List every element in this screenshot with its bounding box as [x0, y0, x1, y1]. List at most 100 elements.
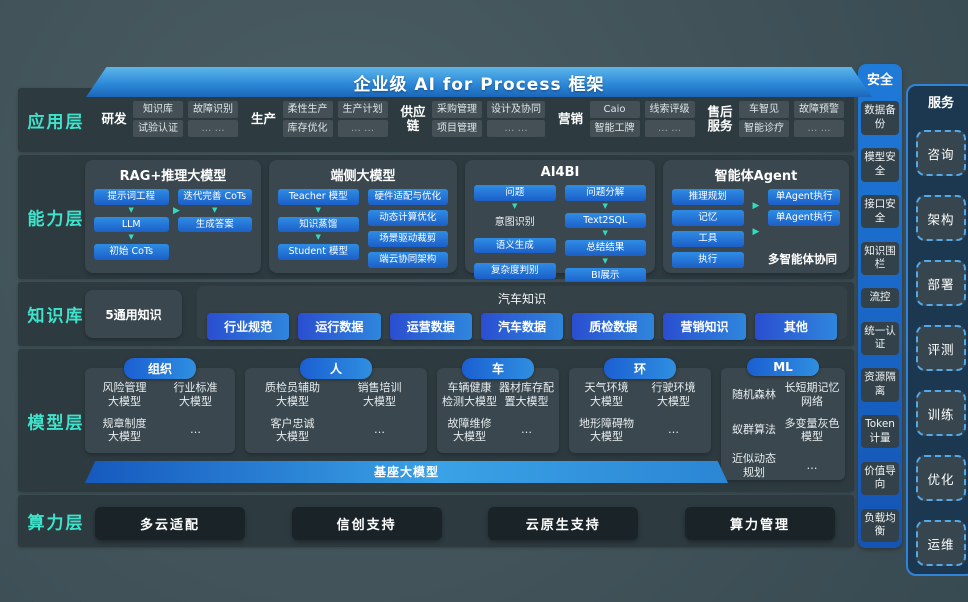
app-chip: 采购管理: [432, 101, 482, 118]
app-chip: Caio: [589, 101, 640, 118]
service-item: 训练: [916, 390, 966, 436]
title-banner: 企业级 AI for Process 框架: [86, 67, 872, 97]
card-title: 智能体Agent: [714, 169, 798, 184]
model-item: 器材库存配 置大模型: [499, 381, 554, 408]
list-node: 推理规划: [672, 189, 744, 205]
layer-label-capability: 能力层: [27, 209, 85, 230]
model-item-more: …: [806, 458, 818, 472]
app-group-after-sales: 售后服务 车智见 智能诊疗 故障预警 … …: [706, 101, 844, 137]
app-chip-more: … …: [188, 120, 238, 137]
app-chip: 库存优化: [282, 120, 333, 137]
app-chip-stack: 故障识别 … …: [188, 101, 238, 137]
flow-node: 总结结果: [564, 240, 646, 256]
card-title: 端侧大模型: [330, 169, 396, 184]
security-item: 统一认证: [861, 321, 899, 355]
flow-node: 迭代完善 CoTs: [177, 189, 252, 205]
knowledge-pill: 运行数据: [298, 313, 381, 340]
edge-left-flow: Teacher 模型 ▼ 知识蒸馏 ▼ Student 模型: [278, 189, 359, 260]
app-chip-stack: 故障预警 … …: [794, 101, 844, 137]
service-item: 运维: [916, 520, 966, 566]
app-group-label: 生产: [250, 110, 276, 126]
security-item: 接口安全: [861, 194, 899, 229]
app-chip-stack: 生产计划 … …: [337, 101, 388, 137]
capability-cards: RAG+推理大模型 提示词工程 ▼ LLM ▼ 初始 CoTs 迭代完善 CoT…: [85, 160, 849, 284]
model-item-more: …: [668, 423, 679, 437]
edge-right-list: 硬件适配与优化 动态计算优化 场景驱动裁剪 端云协同架构: [367, 189, 448, 268]
model-card-ml: ML 随机森林 长短期记忆 网络 蚁群算法 多变量灰色 模型 近似动态 规划 …: [721, 358, 845, 480]
knowledge-pill: 营销知识: [663, 313, 746, 340]
compute-box: 信创支持: [291, 507, 442, 540]
arrow-down-icon: ▼: [602, 257, 608, 265]
app-group-label: 研发: [101, 110, 127, 126]
layer-label-knowledge: 知识库: [27, 306, 85, 327]
knowledge-pill: 其他: [754, 313, 837, 340]
services-rail: 服务 咨询 架构 部署 评测 训练 优化 运维: [906, 84, 968, 576]
agent-left-list: 推理规划 记忆 工具 执行: [672, 189, 744, 268]
model-item: 销售培训 大模型: [357, 381, 402, 408]
model-layer-band: 模型层 组织 风险管理 大模型 行业标准 大模型 规章制度 大模型 … 人 质检…: [18, 349, 854, 492]
agent-exec-node: 单Agent执行: [768, 209, 841, 226]
general-knowledge-card: 5通用知识: [85, 290, 182, 338]
auto-knowledge-panel: 汽车知识 行业规范 运行数据 运营数据 汽车数据 质检数据 营销知识 其他: [197, 286, 847, 340]
app-chip: 线索评级: [644, 101, 695, 118]
model-item: 地形障碍物 大模型: [579, 416, 634, 444]
knowledge-pill: 质检数据: [572, 313, 655, 340]
flow-node: 生成答案: [177, 216, 252, 233]
model-item: 规章制度 大模型: [102, 416, 147, 444]
capability-layer-band: 能力层 RAG+推理大模型 提示词工程 ▼ LLM ▼ 初始 CoTs 迭代完善…: [18, 155, 854, 284]
service-item: 优化: [916, 455, 966, 501]
app-chip: 故障识别: [188, 101, 238, 118]
card-title: AI4BI: [540, 165, 580, 180]
app-chip: 生产计划: [337, 101, 388, 118]
model-item: 随机森林: [732, 387, 776, 401]
app-group-supply-chain: 供应链 采购管理 项目管理 设计及协同 … …: [399, 101, 545, 137]
model-group-cards: 组织 风险管理 大模型 行业标准 大模型 规章制度 大模型 … 人 质检员辅助 …: [85, 358, 845, 480]
app-group-label: 售后服务: [707, 103, 733, 133]
auto-knowledge-title: 汽车知识: [497, 292, 546, 306]
security-item: 价值导向: [861, 461, 899, 496]
model-group-header: 车: [462, 358, 534, 379]
model-item-more: …: [521, 423, 532, 437]
arrow-down-icon: ▼: [315, 233, 321, 242]
model-item: 行驶环境 大模型: [651, 381, 696, 408]
model-item: 风险管理 大模型: [102, 381, 147, 408]
app-chip: 设计及协同: [487, 101, 545, 118]
multi-agent-caption: 多智能体协同: [768, 252, 837, 266]
list-node: 执行: [672, 251, 744, 268]
flow-node: 初始 CoTs: [94, 244, 169, 260]
app-chip: 试验认证: [133, 120, 183, 137]
knowledge-pill: 汽车数据: [480, 313, 564, 340]
security-rail: 安全 数据备份 模型安全 接口安全 知识围栏 流控 统一认证 资源隔离 Toke…: [858, 64, 902, 548]
app-chip-more: … …: [794, 120, 844, 137]
list-node: 端云协同架构: [367, 251, 448, 268]
app-chip-more: … …: [644, 120, 695, 137]
model-item: 多变量灰色 模型: [784, 416, 840, 444]
flow-node: Student 模型: [278, 244, 359, 260]
service-item: 架构: [916, 195, 966, 241]
security-item: 模型安全: [861, 148, 899, 182]
agent-connectors: ▶ ▶: [753, 189, 760, 237]
model-item: 车辆健康 检测大模型: [442, 381, 497, 408]
model-group-header: 环: [604, 358, 676, 379]
service-item: 咨询: [916, 130, 966, 176]
security-item: 负载均衡: [861, 508, 899, 542]
app-chip: 柔性生产: [282, 101, 333, 118]
app-chip-more: … …: [487, 120, 545, 137]
app-chip-stack: 采购管理 项目管理: [432, 101, 482, 137]
arrow-down-icon: ▼: [128, 205, 134, 214]
app-group-rd: 研发 知识库 试验认证 故障识别 … …: [100, 101, 238, 137]
application-layer-band: 应用层 研发 知识库 试验认证 故障识别 … … 生产 柔性生产 库存优化: [18, 88, 854, 152]
flow-node: Teacher 模型: [278, 189, 359, 205]
arrow-down-icon: ▼: [315, 205, 321, 214]
arrow-down-icon: ▼: [602, 229, 608, 238]
app-chip: 故障预警: [794, 101, 844, 118]
rag-left-flow: 提示词工程 ▼ LLM ▼ 初始 CoTs: [94, 189, 169, 260]
arrow-right-icon: ▶: [173, 206, 180, 216]
layer-label-model: 模型层: [27, 413, 85, 433]
compute-box: 多云适配: [95, 507, 245, 540]
model-item: 蚁群算法: [732, 423, 776, 437]
security-item: 知识围栏: [861, 241, 899, 275]
card-ai4bi: AI4BI 问题 ▼ 意图识别 语义生成 复杂度判别 问题分解 ▼ Te: [465, 160, 655, 284]
card-rag-reasoning-model: RAG+推理大模型 提示词工程 ▼ LLM ▼ 初始 CoTs 迭代完善 CoT…: [85, 160, 261, 273]
